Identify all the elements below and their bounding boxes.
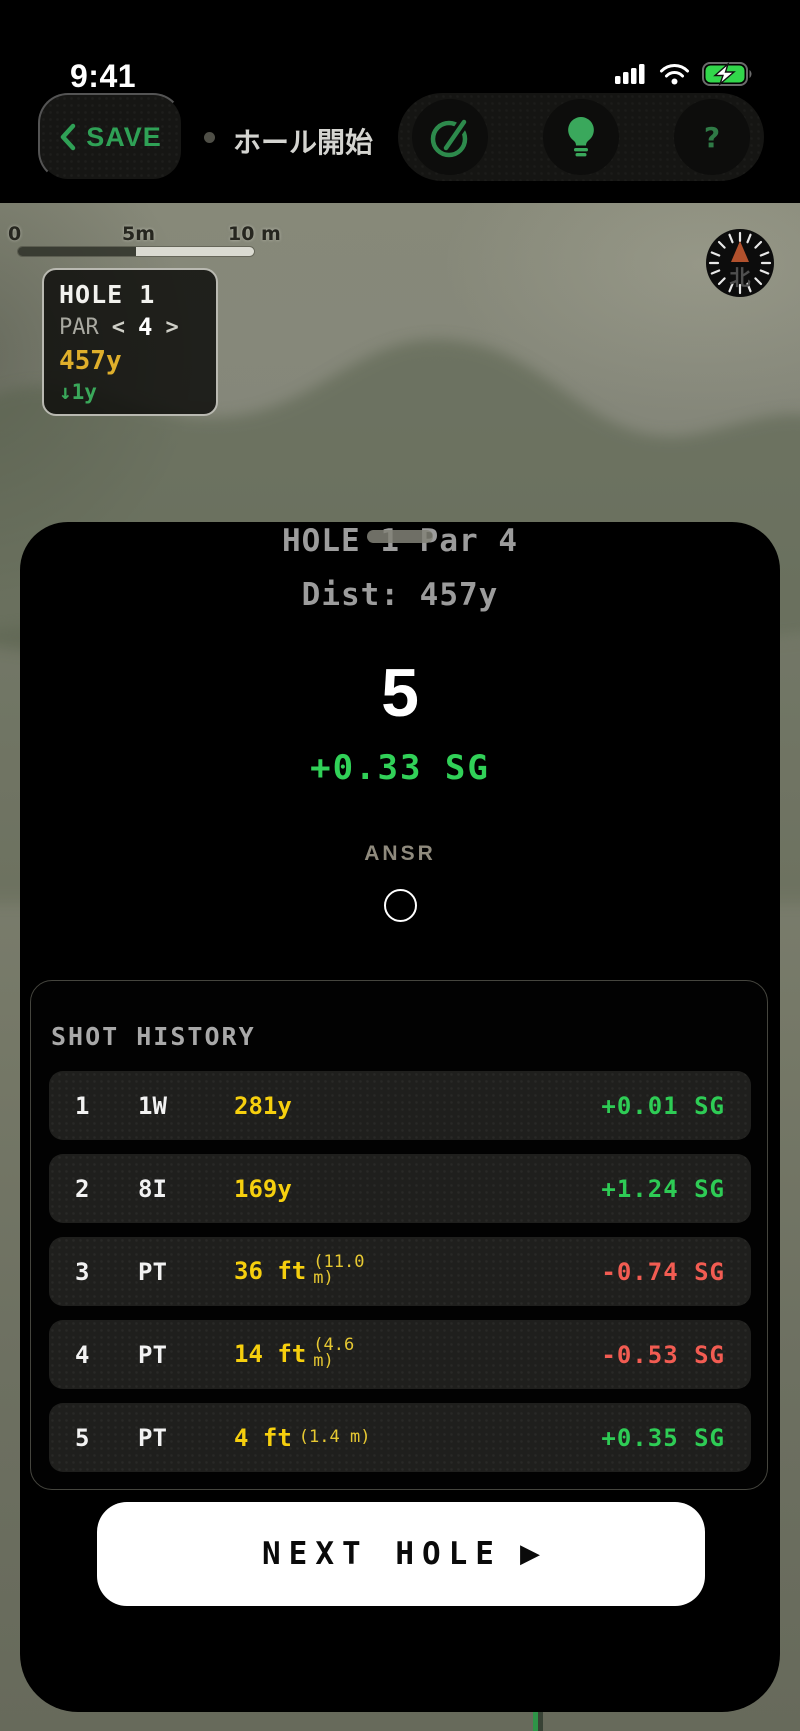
status-dot-icon bbox=[204, 132, 215, 143]
shot-club: 8I bbox=[138, 1174, 167, 1203]
shot-number: 4 bbox=[75, 1340, 90, 1369]
ansr-label: ANSR bbox=[364, 842, 436, 865]
next-hole-button-label: NEXT HOLE bbox=[262, 1536, 502, 1572]
hole-distance: 457y bbox=[59, 345, 122, 376]
metric-line-1: (1.4 m) bbox=[298, 1426, 371, 1447]
shot-club: PT bbox=[138, 1257, 167, 1286]
battery-charging-icon bbox=[702, 62, 752, 86]
shot-distance-main: 281y bbox=[234, 1091, 292, 1120]
compass-icon: 北 bbox=[706, 229, 774, 297]
shot-tracer-line bbox=[533, 1706, 538, 1731]
toolbar: ? bbox=[398, 93, 764, 181]
shot-number: 1 bbox=[75, 1091, 90, 1120]
shot-strokes-gained: +1.24 SG bbox=[601, 1174, 725, 1203]
status-bar-time: 9:41 bbox=[70, 58, 137, 94]
shot-row[interactable]: 2 8I 169y +1.24 SG bbox=[49, 1154, 751, 1223]
scale-label-start: 0 bbox=[8, 223, 22, 245]
shot-distance-main: 4 ft bbox=[234, 1423, 292, 1452]
sheet-hole-distance: Dist: 457y bbox=[301, 577, 499, 613]
shot-distance-metric: (4.6 m) bbox=[313, 1334, 355, 1371]
shot-distance: 169y bbox=[234, 1175, 601, 1203]
shot-row[interactable]: 5 PT 4 ft (1.4 m) +0.35 SG bbox=[49, 1403, 751, 1472]
shot-distance-metric: (1.4 m) bbox=[298, 1426, 371, 1447]
shot-club: 1W bbox=[138, 1091, 167, 1120]
sheet-drag-handle[interactable] bbox=[367, 530, 433, 543]
shot-distance-main: 36 ft bbox=[234, 1256, 307, 1285]
question-mark-icon: ? bbox=[703, 120, 721, 154]
status-bar-icons bbox=[615, 62, 756, 86]
hole-score: 5 bbox=[381, 655, 419, 731]
shot-distance: 281y bbox=[234, 1092, 601, 1120]
hole-card-title: HOLE 1 bbox=[59, 280, 156, 309]
metric-line-1: (11.0 bbox=[313, 1251, 365, 1272]
scale-segment-dark bbox=[18, 247, 136, 256]
hint-button[interactable] bbox=[543, 99, 619, 175]
wifi-icon bbox=[660, 64, 689, 85]
shot-distance-main: 14 ft bbox=[234, 1339, 307, 1368]
metric-line-2: m) bbox=[313, 1350, 334, 1371]
par-value: 4 bbox=[138, 313, 153, 342]
next-hole-button[interactable]: NEXT HOLE ▶ bbox=[97, 1502, 705, 1606]
save-button[interactable]: SAVE bbox=[38, 93, 183, 181]
shot-strokes-gained: -0.74 SG bbox=[601, 1257, 725, 1286]
map-scale-bar bbox=[18, 247, 254, 256]
shot-club: PT bbox=[138, 1423, 167, 1452]
hole-info-card: HOLE 1 PAR < 4 > 457y ↓1y bbox=[42, 268, 218, 416]
compass[interactable]: 北 bbox=[704, 227, 776, 299]
shot-distance-main: 169y bbox=[234, 1174, 292, 1203]
par-selector: PAR < 4 > bbox=[59, 313, 201, 341]
shot-number: 2 bbox=[75, 1174, 90, 1203]
shot-row[interactable]: 1 1W 281y +0.01 SG bbox=[49, 1071, 751, 1140]
par-label: PAR bbox=[59, 314, 99, 340]
nav-title: ホール開始 bbox=[233, 126, 374, 159]
shot-row[interactable]: 4 PT 14 ft (4.6 m) -0.53 SG bbox=[49, 1320, 751, 1389]
draw-shot-icon bbox=[430, 118, 469, 158]
shot-distance-metric: (11.0 m) bbox=[313, 1251, 365, 1288]
help-button[interactable]: ? bbox=[674, 99, 750, 175]
metric-line-2: m) bbox=[313, 1267, 334, 1288]
shot-row[interactable]: 3 PT 36 ft (11.0 m) -0.74 SG bbox=[49, 1237, 751, 1306]
lightbulb-icon bbox=[568, 117, 594, 157]
compass-north-label: 北 bbox=[730, 266, 751, 290]
shot-distance: 36 ft (11.0 m) bbox=[234, 1251, 601, 1288]
metric-line-1: (4.6 bbox=[313, 1334, 355, 1355]
par-increase-button[interactable]: > bbox=[165, 314, 179, 340]
shot-number: 5 bbox=[75, 1423, 90, 1452]
shot-number: 3 bbox=[75, 1257, 90, 1286]
play-arrow-icon: ▶ bbox=[519, 1539, 540, 1569]
strokes-gained-total: +0.33 SG bbox=[310, 748, 490, 788]
scale-segment-light bbox=[136, 247, 254, 256]
shot-history-panel: SHOT HISTORY 1 1W 281y +0.01 SG 2 8I 169… bbox=[30, 980, 768, 1490]
score-sheet: HOLE 1 Par 4 Dist: 457y 5 +0.33 SG ANSR … bbox=[20, 522, 780, 1712]
shot-history-title: SHOT HISTORY bbox=[51, 1022, 256, 1051]
shot-tracer-button[interactable] bbox=[412, 99, 488, 175]
shot-distance: 14 ft (4.6 m) bbox=[234, 1334, 601, 1371]
scale-label-end: 10 m bbox=[228, 223, 281, 245]
shot-distance: 4 ft (1.4 m) bbox=[234, 1424, 601, 1452]
shot-strokes-gained: -0.53 SG bbox=[601, 1340, 725, 1369]
hole-elevation: ↓1y bbox=[59, 379, 97, 404]
shot-strokes-gained: +0.35 SG bbox=[601, 1423, 725, 1452]
shot-club: PT bbox=[138, 1340, 167, 1369]
scale-label-mid: 5m bbox=[122, 223, 156, 245]
shot-strokes-gained: +0.01 SG bbox=[601, 1091, 725, 1120]
ansr-button[interactable] bbox=[384, 889, 417, 922]
save-button-label: SAVE bbox=[86, 121, 162, 152]
back-chevron-icon bbox=[60, 123, 76, 151]
cellular-signal-icon bbox=[615, 64, 645, 84]
par-decrease-button[interactable]: < bbox=[111, 314, 125, 340]
